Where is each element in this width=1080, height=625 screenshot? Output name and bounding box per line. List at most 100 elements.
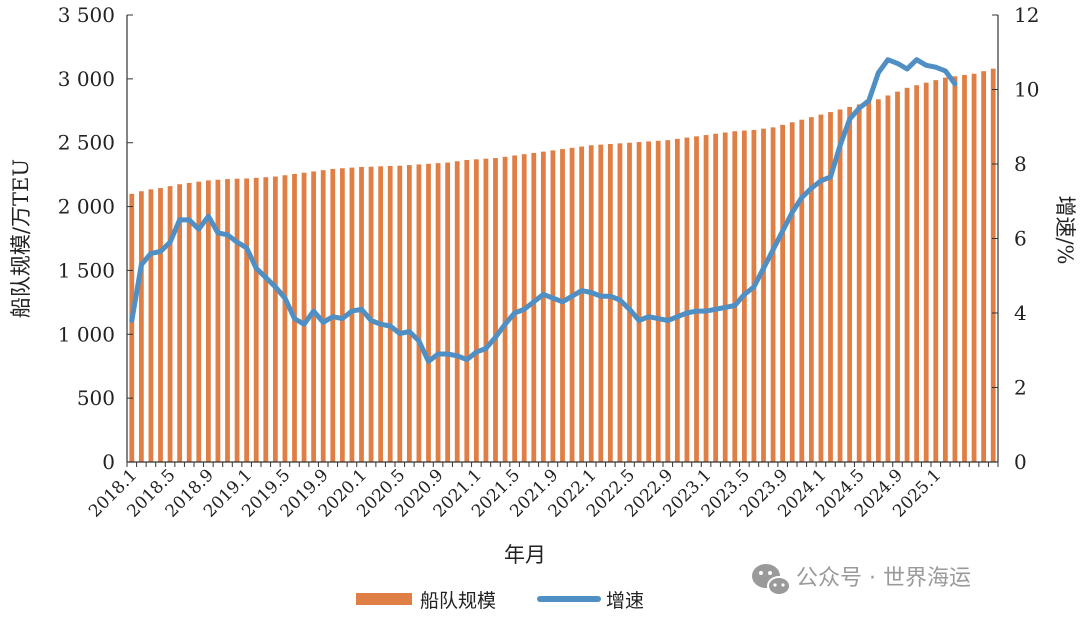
bar: [933, 80, 939, 463]
line-point: [637, 318, 641, 323]
bar: [952, 76, 958, 462]
legend-label-fleet: 船队规模: [420, 590, 496, 612]
bar: [799, 119, 805, 463]
bar: [895, 91, 900, 462]
bar: [703, 135, 709, 462]
bar: [808, 117, 814, 463]
bar: [473, 159, 479, 462]
bar: [607, 143, 613, 462]
bar: [426, 163, 431, 462]
line-point: [149, 251, 153, 255]
line-point: [407, 330, 411, 334]
right-tick-label: 6: [1014, 227, 1027, 251]
bar: [512, 155, 518, 462]
y-axis-right-title: 增速/%: [1053, 195, 1077, 264]
bar: [540, 151, 546, 462]
line-point: [656, 316, 660, 321]
bar: [387, 165, 393, 462]
bar: [914, 85, 920, 462]
line-point: [694, 309, 699, 313]
line-point: [206, 214, 210, 218]
left-tick-label: 1 500: [58, 258, 115, 282]
axes: [126, 14, 999, 467]
line-series: [129, 57, 958, 364]
right-tick-label: 0: [1014, 450, 1027, 474]
bar: [502, 156, 508, 462]
line-point: [484, 346, 488, 350]
bar: [378, 166, 384, 462]
line-point: [608, 294, 612, 298]
line-point: [704, 309, 708, 313]
line-point: [857, 106, 861, 110]
bar: [789, 122, 795, 462]
wechat-icon: [752, 564, 791, 596]
line-point: [761, 266, 766, 270]
bar: [416, 164, 422, 462]
left-tick-label: 3 000: [58, 67, 115, 91]
line-point: [895, 61, 900, 66]
line-point: [455, 354, 459, 358]
bar: [177, 184, 183, 462]
line-point: [398, 331, 402, 336]
bar: [138, 191, 144, 462]
bar: [483, 158, 489, 462]
bar: [875, 99, 881, 462]
line-point: [532, 300, 536, 304]
line-point: [340, 316, 344, 321]
bar: [493, 158, 498, 463]
line-point: [934, 65, 938, 69]
bar: [368, 166, 374, 462]
bar: [646, 141, 652, 463]
line-point: [312, 309, 316, 313]
line-point: [790, 210, 794, 215]
line-point: [848, 117, 852, 121]
bar: [761, 128, 766, 462]
line-point: [417, 339, 421, 343]
line-point: [800, 195, 804, 200]
bar: [828, 112, 833, 462]
line-point: [675, 315, 679, 319]
bar: [550, 150, 556, 462]
bar: [981, 71, 987, 463]
line-point: [589, 290, 593, 295]
bar: [962, 75, 967, 463]
bar: [627, 142, 632, 462]
line-point: [618, 298, 622, 302]
line-point: [905, 67, 909, 71]
line-point: [139, 262, 143, 267]
bar: [359, 166, 364, 463]
legend-swatch-bar: [356, 593, 412, 605]
bar: [971, 73, 977, 463]
legend: 船队规模 增速: [356, 590, 644, 612]
line-point: [254, 266, 258, 270]
bar: [674, 138, 680, 462]
bar: [263, 177, 269, 462]
line-point: [522, 307, 526, 311]
right-tick-label: 10: [1014, 78, 1039, 102]
bar: [435, 163, 441, 463]
line-point: [187, 218, 191, 222]
right-tick-label: 12: [1014, 3, 1039, 27]
bar-series: [129, 68, 996, 463]
line-point: [513, 311, 517, 315]
line-point: [465, 357, 469, 362]
bar: [837, 109, 843, 462]
left-tick-label: 500: [77, 386, 115, 410]
bar: [253, 177, 259, 463]
line-point: [867, 99, 871, 103]
line-point: [216, 231, 220, 235]
wechat-eye: [768, 571, 772, 575]
right-tick-label: 8: [1014, 152, 1027, 176]
bar: [445, 162, 451, 462]
right-tick-label: 4: [1014, 301, 1027, 325]
line-point: [273, 285, 277, 289]
line-point: [388, 324, 392, 328]
bar: [990, 68, 996, 462]
left-tick-label: 3 500: [58, 3, 115, 27]
wechat-eye: [759, 571, 763, 575]
bar: [464, 159, 470, 462]
line-point: [560, 300, 565, 304]
line-point: [359, 307, 364, 311]
bar: [531, 152, 537, 462]
